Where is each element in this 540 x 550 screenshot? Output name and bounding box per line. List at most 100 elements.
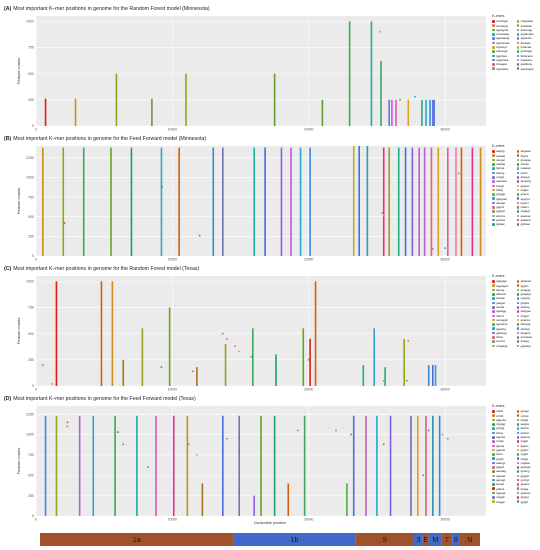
x-tick-label: 30000 [440,518,450,522]
legend-item: tcccat [492,482,516,486]
bar [111,281,114,386]
legend-item: tatgaaa [516,149,540,153]
legend-swatch [516,410,520,413]
legend-swatch [492,423,495,426]
x-tick-label: 20000 [304,388,314,392]
legend-label: accaaaa [520,335,532,340]
legend-item: cgtgtt [516,452,540,456]
legend-label: tggtcc [520,283,529,288]
legend-swatch [516,167,520,170]
legend-item: tcattcaa [516,45,540,50]
legend-title: K–mers [492,274,505,278]
legend-label: tccttc [520,170,528,175]
legend-swatch [516,496,520,499]
point [457,172,460,175]
legend-swatch [492,323,495,326]
legend-item: ggatatg [516,344,540,348]
point [407,340,410,342]
legend-item: agtatgg [492,309,516,313]
point [238,350,241,353]
legend-label: ttacag [496,287,505,292]
bar [309,147,311,256]
legend-item: tcagtc [492,184,516,188]
point [51,383,54,385]
point [226,337,228,340]
legend-item: tgacaa [492,474,516,478]
legend-item: ccttttt [492,414,516,418]
legend-swatch [516,184,520,188]
legend-item: acacca [516,318,540,322]
plot-background [36,276,486,386]
legend-swatch [492,167,495,170]
legend-label: tcccat [496,482,504,487]
point [414,95,416,98]
legend-swatch [492,500,495,503]
bar [114,415,116,516]
legend-label: tttcaaat [520,40,531,45]
legend-item: tatcaga [516,322,540,326]
legend-label: actcca [496,213,505,218]
legend-title: K–mers [492,404,505,408]
legend-label: cagtaa [520,460,530,465]
legend-swatch [492,206,495,209]
legend-swatch [516,336,520,339]
bar [391,99,393,126]
legend-swatch [516,50,520,53]
legend-item: aaacaat [492,179,516,183]
chart-svg: 0 250 500 750 1000 1250 0 10000 20000 30000 Featur… [16,146,486,262]
x-tick-label: 0 [35,518,37,522]
legend-swatch [492,197,495,200]
legend-label: acaattac [520,23,532,28]
legend-label: cagagt [520,209,530,214]
legend-item: tcgtacgt [492,45,516,49]
legend-swatch [492,336,495,339]
legend-label: ttttttg [496,187,503,192]
legend-swatch [492,474,495,478]
legend-label: tcaggc [496,499,505,504]
legend-item: tcggtt [516,439,540,443]
bar [437,147,440,256]
legend-swatch [492,301,495,305]
legend-swatch [516,150,520,153]
legend-swatch [492,20,495,23]
legend-item: aagttg [492,149,516,153]
legend-item: ttaacg [492,171,516,175]
bar [438,415,441,516]
legend-label: gtgtacaac [520,32,534,37]
legend-swatch [492,188,495,192]
legend-label: ctacaagt [496,49,508,54]
legend-item: gcgggt [492,192,516,196]
bar [238,415,240,516]
bar [418,147,420,256]
legend-label: gcgggt [496,192,506,197]
legend-swatch [492,418,495,422]
bar [309,338,311,386]
legend-label: tcttcc [496,452,504,457]
legend-swatch [492,210,495,213]
legend-swatch [516,197,520,200]
legend-label: tgaacc [520,482,530,487]
legend-label: tttcat [496,335,503,340]
legend-swatch [492,280,495,283]
legend-label: tcattcaa [520,45,532,50]
legend-label: ccttttt [496,413,504,418]
point [146,466,149,469]
legend-item: aaaaca [516,218,540,222]
legend-item: gacaga [516,465,540,469]
legend-swatch [492,305,495,309]
bar [362,365,365,386]
legend-swatch [516,431,520,435]
bar [388,147,390,256]
legend-swatch [516,448,520,452]
genome-segment-label: 1b [291,537,299,544]
legend-label: aacaag [496,469,506,474]
legend-item: ttttacaag [516,28,540,32]
legend-item: tgacaaatg [492,36,516,40]
legend-label: agcgcc [520,196,531,201]
panel-letter: (C) [4,266,12,272]
legend-title: K–mers [492,144,505,148]
legend-swatch [492,218,495,222]
legend-label: ttcaagat [496,62,507,67]
legend-swatch [516,474,520,478]
